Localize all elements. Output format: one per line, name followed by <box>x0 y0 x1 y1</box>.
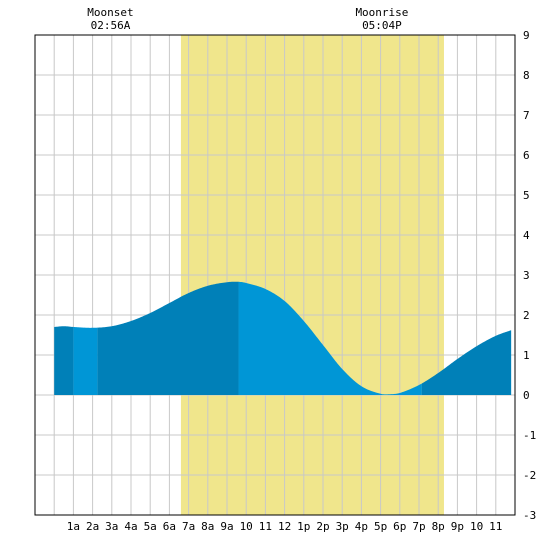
x-tick-label: 2a <box>86 520 99 533</box>
y-tick-label: 7 <box>523 109 530 122</box>
x-tick-label: 5a <box>144 520 157 533</box>
y-tick-label: 1 <box>523 349 530 362</box>
x-tick-label: 7a <box>182 520 195 533</box>
x-tick-label: 4a <box>124 520 137 533</box>
x-tick-label: 9p <box>451 520 464 533</box>
y-tick-label: 0 <box>523 389 530 402</box>
tide-area-segment-2 <box>73 327 98 395</box>
y-tick-label: 5 <box>523 189 530 202</box>
y-tick-label: 3 <box>523 269 530 282</box>
moon-event-time: 02:56A <box>91 19 131 32</box>
y-tick-label: -2 <box>523 469 536 482</box>
x-tick-label: 8p <box>432 520 445 533</box>
tide-area-segment-4 <box>238 281 422 395</box>
x-tick-label: 8a <box>201 520 214 533</box>
y-tick-label: -3 <box>523 509 536 522</box>
y-tick-label: 4 <box>523 229 530 242</box>
tide-area-segment-3 <box>97 281 239 395</box>
y-tick-label: 8 <box>523 69 530 82</box>
x-tick-label: 3a <box>105 520 118 533</box>
x-tick-label: 6p <box>393 520 406 533</box>
tide-area-layer <box>54 281 512 395</box>
tide-area-segment-1 <box>54 326 74 395</box>
x-tick-label: 2p <box>316 520 329 533</box>
x-tick-label: 1p <box>297 520 310 533</box>
x-tick-label: 6a <box>163 520 176 533</box>
y-tick-label: 9 <box>523 29 530 42</box>
x-tick-label: 5p <box>374 520 387 533</box>
x-tick-label: 7p <box>412 520 425 533</box>
x-tick-label: 10 <box>240 520 253 533</box>
x-tick-label: 11 <box>489 520 502 533</box>
tide-area-segment-5 <box>421 330 512 395</box>
y-tick-labels: -3 -2 -1 0 1 2 3 4 5 6 7 8 9 <box>523 29 536 522</box>
moon-event-label: Moonset <box>87 6 133 19</box>
x-tick-label: 3p <box>336 520 349 533</box>
x-tick-label: 1a <box>67 520 80 533</box>
y-tick-label: 6 <box>523 149 530 162</box>
plot-border <box>34 34 516 516</box>
x-tick-label: 4p <box>355 520 368 533</box>
y-tick-label: -1 <box>523 429 536 442</box>
moon-event-label: Moonrise <box>355 6 408 19</box>
x-tick-label: 9a <box>220 520 233 533</box>
x-tick-label: 12 <box>278 520 291 533</box>
y-tick-label: 2 <box>523 309 530 322</box>
x-tick-label: 10 <box>470 520 483 533</box>
x-tick-labels: 1a 2a 3a 4a 5a 6a 7a 8a 9a 10 11 12 1p 2p 3p 4p 5p 6p 7p 8p… <box>67 520 503 533</box>
moon-event-time: 05:04P <box>362 19 402 32</box>
x-tick-label: 11 <box>259 520 272 533</box>
